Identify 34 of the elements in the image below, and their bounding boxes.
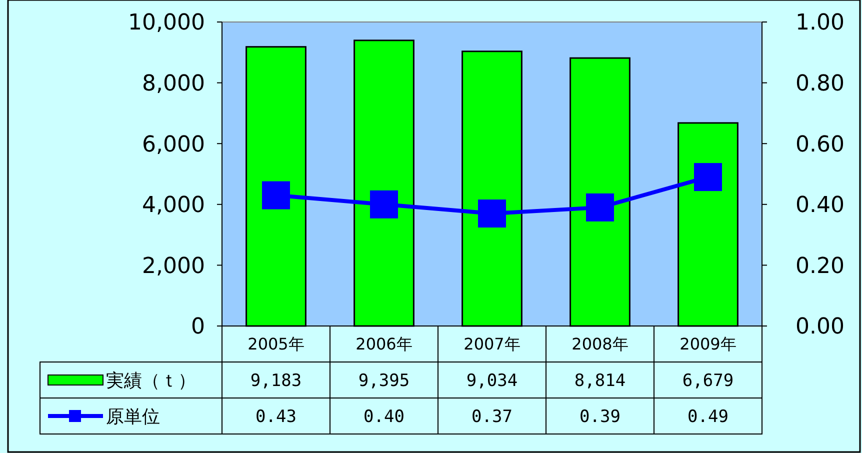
point	[586, 193, 614, 222]
data-label: 9,395	[358, 370, 410, 391]
point	[478, 200, 506, 228]
y-tick-label: 0	[191, 314, 205, 340]
x-tick-label: 2007年	[464, 334, 520, 354]
x-tick-label: 2005年	[248, 334, 304, 354]
point	[262, 181, 290, 210]
y-tick-label: 8,000	[142, 72, 205, 96]
data-label: 0.37	[472, 406, 512, 427]
y2-tick-label: 1.00	[796, 10, 844, 36]
data-label: 9,183	[250, 370, 302, 391]
data-label: 0.39	[580, 406, 620, 427]
data-label: 0.43	[256, 406, 296, 427]
legend-label: 実績（ｔ）	[106, 370, 196, 392]
y2-tick-label: 0.00	[796, 314, 844, 340]
point	[694, 163, 722, 192]
y2-tick-label: 0.20	[796, 254, 844, 279]
y-tick-label: 10,000	[128, 10, 205, 36]
data-label: 0.49	[688, 406, 728, 427]
data-label: 9,034	[466, 370, 518, 391]
y2-tick-label: 0.80	[796, 72, 844, 96]
point	[370, 190, 398, 218]
legend-label: 原単位	[106, 406, 160, 428]
y-tick-label: 6,000	[142, 132, 205, 158]
x-tick-label: 2008年	[572, 334, 628, 354]
y-tick-label: 2,000	[142, 254, 205, 279]
y2-tick-label: 0.40	[796, 193, 844, 218]
x-tick-label: 2009年	[680, 334, 736, 354]
y2-tick-label: 0.60	[796, 132, 844, 158]
data-label: 6,679	[682, 370, 734, 391]
y-tick-label: 4,000	[142, 193, 205, 218]
x-tick-label: 2006年	[356, 334, 412, 354]
data-label: 0.40	[364, 406, 404, 427]
data-label: 8,814	[574, 370, 626, 391]
